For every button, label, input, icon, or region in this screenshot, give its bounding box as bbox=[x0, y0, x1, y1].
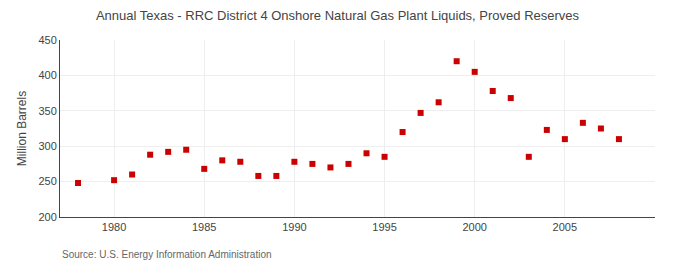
svg-text:Source: U.S. Energy Informatio: Source: U.S. Energy Information Administ… bbox=[62, 249, 272, 260]
svg-text:1995: 1995 bbox=[372, 221, 396, 233]
svg-text:250: 250 bbox=[38, 175, 56, 187]
svg-text:1990: 1990 bbox=[282, 221, 306, 233]
svg-text:Annual Texas - RRC District 4: Annual Texas - RRC District 4 Onshore Na… bbox=[96, 8, 580, 23]
svg-text:200: 200 bbox=[38, 211, 56, 223]
svg-text:400: 400 bbox=[38, 69, 56, 81]
svg-text:2000: 2000 bbox=[462, 221, 486, 233]
svg-text:2005: 2005 bbox=[553, 221, 577, 233]
svg-text:300: 300 bbox=[38, 140, 56, 152]
svg-text:1980: 1980 bbox=[102, 221, 126, 233]
svg-text:Million Barrels: Million Barrels bbox=[15, 91, 29, 166]
svg-text:450: 450 bbox=[38, 34, 56, 46]
svg-text:1985: 1985 bbox=[192, 221, 216, 233]
svg-text:350: 350 bbox=[38, 105, 56, 117]
